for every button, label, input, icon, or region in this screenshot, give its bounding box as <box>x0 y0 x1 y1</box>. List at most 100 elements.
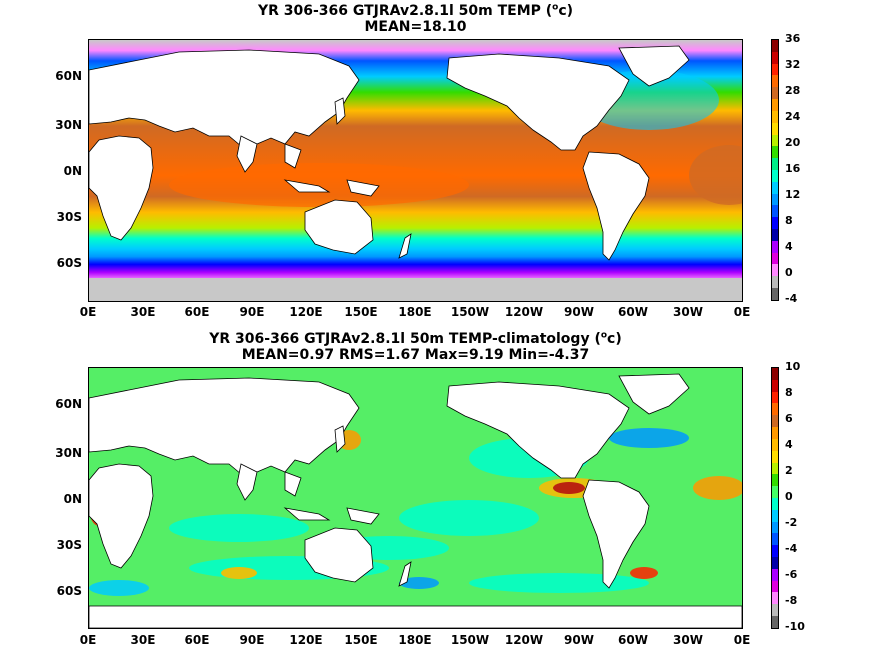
colorbar-segment <box>772 450 778 463</box>
colorbar-segment <box>772 557 778 569</box>
japan <box>334 97 346 125</box>
bottom-lon-30w: 30W <box>673 633 703 647</box>
bottom-title-unit-tail: c) <box>607 331 622 347</box>
colorbar-segment <box>772 368 778 380</box>
bottom-lon-150w: 150W <box>450 633 490 647</box>
colorbar-segment <box>772 391 778 404</box>
bottom-stats-label: MEAN=0.97 RMS=1.67 Max=9.19 Min=-4.37 <box>241 347 590 363</box>
new-guinea <box>346 179 380 197</box>
colorbar-segment <box>772 158 778 170</box>
colorbar-segment <box>772 379 778 392</box>
bottom-lon-150e: 150E <box>344 633 378 647</box>
top-lat-30n: 30N <box>55 118 82 132</box>
top-lon-90w: 90W <box>564 305 594 319</box>
colorbar-segment <box>772 169 778 182</box>
colorbar-label: -2 <box>785 516 798 529</box>
top-map-svg <box>89 40 742 301</box>
colorbar-segment <box>772 51 778 64</box>
colorbar-segment <box>772 99 778 111</box>
colorbar-label: 12 <box>785 188 801 201</box>
continents-bottom <box>89 373 742 628</box>
colorbar-segment <box>772 497 778 510</box>
colorbar-label: 20 <box>785 136 801 149</box>
warm-pool <box>169 163 469 207</box>
colorbar-segment <box>772 592 778 605</box>
bottom-lat-60n: 60N <box>55 397 82 411</box>
top-lat-60n: 60N <box>55 69 82 83</box>
top-mean-label: MEAN=18.10 <box>364 19 467 35</box>
bottom-lon-120e: 120E <box>289 633 323 647</box>
top-lon-30e: 30E <box>130 305 156 319</box>
bottom-lat-30s: 30S <box>56 538 82 552</box>
colorbar-segment <box>772 604 778 617</box>
colorbar-label: 4 <box>785 240 793 253</box>
colorbar-label: 0 <box>785 490 793 503</box>
top-map <box>88 39 743 302</box>
top-lat-60s: 60S <box>56 256 82 270</box>
top-lon-90e: 90E <box>239 305 265 319</box>
colorbar-segment <box>772 276 778 289</box>
indochina <box>284 143 302 169</box>
bottom-title-line1: YR 306-366 GTJRAv2.8.1l 50m TEMP-climato… <box>209 331 601 347</box>
top-lat-0n: 0N <box>63 164 82 178</box>
top-lat-30s: 30S <box>56 210 82 224</box>
bottom-lon-90e: 90E <box>239 633 265 647</box>
top-lon-0e: 0E <box>79 305 97 319</box>
bottom-lon-180e: 180E <box>398 633 432 647</box>
colorbar-segment <box>772 110 778 123</box>
top-panel: YR 306-366 GTJRAv2.8.1l 50m TEMP (oc) ME… <box>55 3 801 319</box>
bottom-lon-0e: 0E <box>79 633 97 647</box>
colorbar-label: 6 <box>785 412 793 425</box>
colorbar-label: 24 <box>785 110 801 123</box>
bottom-lon-30e: 30E <box>130 633 156 647</box>
colorbar-label: 8 <box>785 214 793 227</box>
colorbar-segment <box>772 521 778 534</box>
greenland <box>618 45 690 87</box>
colorbar-segment <box>772 217 778 229</box>
colorbar-segment <box>772 438 778 451</box>
atlantic-warm <box>689 145 742 205</box>
colorbar-label: -4 <box>785 292 798 305</box>
bottom-lon-90w: 90W <box>564 633 594 647</box>
top-colorbar <box>771 39 779 301</box>
colorbar-label: -6 <box>785 568 798 581</box>
colorbar-segment <box>772 134 778 147</box>
bottom-lon-60e: 60E <box>184 633 210 647</box>
bottom-lat-30n: 30N <box>55 446 82 460</box>
new-zealand <box>398 233 412 259</box>
bottom-lon-120w: 120W <box>504 633 544 647</box>
colorbar-segment <box>772 486 778 498</box>
colorbar-segment <box>772 264 778 277</box>
colorbar-segment <box>772 63 778 76</box>
colorbar-segment <box>772 193 778 206</box>
top-title: YR 306-366 GTJRAv2.8.1l 50m TEMP (oc) ME… <box>88 3 743 35</box>
colorbar-segment <box>772 474 778 487</box>
antarctica <box>89 278 742 301</box>
colorbar-label: 10 <box>785 360 801 373</box>
colorbar-segment <box>772 462 778 475</box>
bottom-map-svg <box>89 368 742 628</box>
colorbar-segment <box>772 87 778 100</box>
colorbar-label: 2 <box>785 464 793 477</box>
colorbar-label: 36 <box>785 32 801 45</box>
colorbar-segment <box>772 616 778 628</box>
top-lon-120e: 120E <box>289 305 323 319</box>
bottom-panel: YR 306-366 GTJRAv2.8.1l 50m TEMP-climato… <box>0 328 875 656</box>
top-lon-120w: 120W <box>504 305 544 319</box>
colorbar-segment <box>772 122 778 135</box>
colorbar-label: 4 <box>785 438 793 451</box>
top-lon-150w: 150W <box>450 305 490 319</box>
colorbar-label: -4 <box>785 542 798 555</box>
eurasia <box>89 49 360 147</box>
colorbar-segment <box>772 240 778 253</box>
colorbar-segment <box>772 40 778 52</box>
top-lon-60w: 60W <box>618 305 648 319</box>
colorbar-segment <box>772 568 778 581</box>
colorbar-segment <box>772 146 778 159</box>
top-title-unit-sup: o <box>552 2 559 13</box>
bottom-lat-0n: 0N <box>63 492 82 506</box>
australia <box>304 199 374 255</box>
india <box>236 135 258 173</box>
top-lon-180e: 180E <box>398 305 432 319</box>
colorbar-segment <box>772 509 778 522</box>
